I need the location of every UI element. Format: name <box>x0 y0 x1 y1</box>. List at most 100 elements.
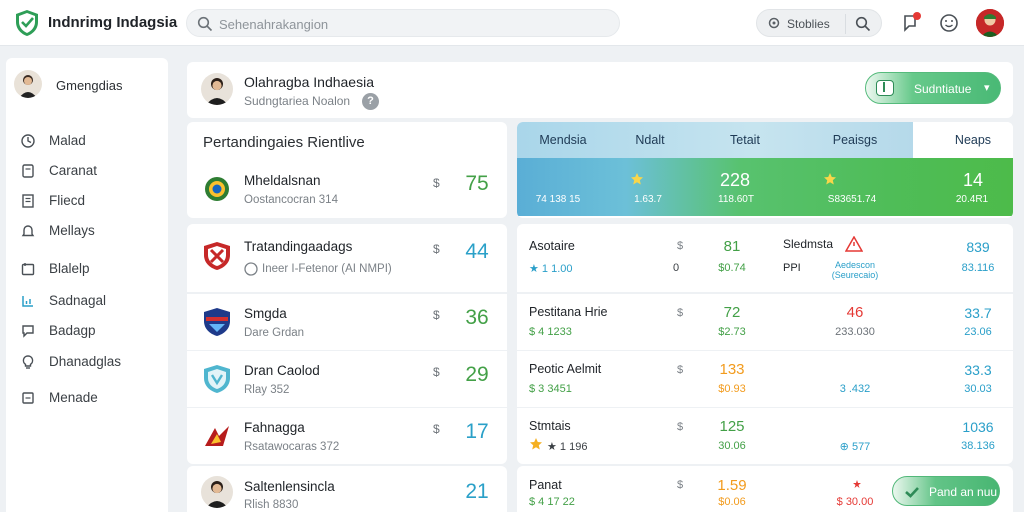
currency-icon: $ <box>677 364 684 376</box>
currency-icon: $ <box>677 307 684 319</box>
team-name: Dran Caolod <box>244 363 320 378</box>
chart-icon <box>22 296 33 307</box>
stat-name: Asotaire <box>529 239 575 253</box>
column-header[interactable]: Mendsia <box>539 133 587 147</box>
sidebar-item-mellays[interactable]: Mellays <box>20 220 166 242</box>
stat-value-3: 839 <box>966 239 990 255</box>
standings-row[interactable]: Tratandingaadags Ineer I-Fetenor (AI NMP… <box>187 224 507 292</box>
star-small-icon <box>853 480 861 488</box>
alert-icon <box>845 236 863 252</box>
standings-row[interactable]: Smgda Dare Grdan $ 36 <box>187 294 507 350</box>
sidebar-item-menade[interactable]: Menade <box>20 387 166 409</box>
sidebar-item-dhanadglas[interactable]: Dhanadglas <box>20 351 166 373</box>
stats-row[interactable]: Pestitana Hrie $ 4 1233 $ 72 $2.73 46 23… <box>517 294 1013 350</box>
team-meta: Dare Grdan <box>244 327 305 339</box>
help-icon[interactable]: ? <box>362 93 379 110</box>
sidebar-item-label: Menade <box>49 390 98 405</box>
column-header[interactable]: Peaisgs <box>832 133 878 147</box>
sidebar-item-sadnagal[interactable]: Sadnagal <box>20 290 166 312</box>
header-last-cell <box>913 122 1013 158</box>
sidebar-item-label: Badagp <box>49 323 96 338</box>
stat-sub-3: 83.116 <box>961 262 995 274</box>
brand-name: Indnrimg Indagsia <box>48 14 178 31</box>
sidebar-user-name: Gmengdias <box>56 78 123 93</box>
team-meta: Rsatawocaras 372 <box>244 441 340 453</box>
stat-sub-3: 38.136 <box>961 440 995 452</box>
standings-row[interactable]: Saltenlensincla Rlish 8830 21 <box>187 466 507 512</box>
magnifier-icon[interactable] <box>855 16 871 32</box>
confirm-button[interactable]: Pand an nuu <box>892 476 1000 506</box>
stat-name: Panat <box>529 478 562 492</box>
top-bar: Indnrimg Indagsia Stoblies <box>0 0 1024 46</box>
sidebar-user[interactable]: Gmengdias <box>14 70 164 102</box>
stats-row[interactable]: Asotaire ★ 1 1.00 $ 81 0 $0.74 Sledmsta … <box>517 224 1013 292</box>
sidebar-item-badagp[interactable]: Badagp <box>20 320 166 342</box>
currency-icon: $ <box>433 422 440 436</box>
sidebar-item-label: Fliecd <box>49 193 86 208</box>
team-meta: Ineer I-Fetenor (AI NMPI) <box>262 263 392 275</box>
stats-button-label: Stoblies <box>787 17 830 31</box>
stats-search-button[interactable]: Stoblies <box>756 9 882 37</box>
profile-avatar[interactable] <box>201 73 233 105</box>
currency-icon: $ <box>433 365 440 379</box>
star-icon <box>530 438 542 450</box>
user-avatar[interactable] <box>976 9 1004 37</box>
summary-sub: 74 138 15 <box>535 194 581 205</box>
column-header[interactable]: Tetait <box>730 133 760 147</box>
shield-logo-icon[interactable] <box>14 9 40 37</box>
status-select[interactable]: Sudntiatue ▾ <box>865 72 1001 104</box>
sidebar-item-label: Malad <box>49 133 86 148</box>
divider <box>845 14 846 34</box>
profile-header: Olahragba Indhaesia Sudngtariea Noalon ?… <box>187 62 1013 118</box>
sidebar-item-malad[interactable]: Malad <box>20 130 166 152</box>
stat-value-2: 46 <box>846 304 864 321</box>
column-header[interactable]: Ndalt <box>635 133 665 147</box>
stat-value-3: 33.7 <box>964 305 992 321</box>
lightbulb-icon <box>22 355 34 369</box>
standings-row[interactable]: Mheldalsnan Oostancocran 314 $ 75 <box>187 160 507 216</box>
select-value: Sudntiatue <box>914 82 972 96</box>
sidebar-item-label: Blalelp <box>49 261 90 276</box>
file-icon <box>22 194 34 208</box>
stats-row[interactable]: Stmtais ★ 1 196 $ 125 30.06 ⊕ 577 1036 3… <box>517 408 1013 464</box>
team-meta: Oostancocran 314 <box>244 194 338 206</box>
chat-icon <box>22 325 34 338</box>
face-icon[interactable] <box>938 12 960 34</box>
standings-row[interactable]: Dran Caolod Rlay 352 $ 29 <box>187 351 507 407</box>
stat-sub: $0.93 <box>718 383 746 395</box>
column-header[interactable]: Neaps <box>954 133 992 147</box>
sidebar: Gmengdias Malad Caranat Fliecd Mellays B… <box>6 58 168 512</box>
avatar-icon <box>976 9 1004 37</box>
team-name: Saltenlensincla <box>244 479 335 494</box>
stat-sub-2: 233.030 <box>835 326 875 338</box>
stat-tag: Sledmsta <box>783 237 834 251</box>
stats-row[interactable]: Panat $ 4 17 22 $ 1.59 $0.06 $ 30.00 <box>517 466 1013 512</box>
bell-icon <box>21 225 35 237</box>
stat-name: Stmtais <box>529 419 571 433</box>
team-name: Tratandingaadags <box>244 239 353 254</box>
panel-icon <box>876 80 894 96</box>
person-icon <box>206 481 228 508</box>
person-icon <box>206 78 228 105</box>
stat-tag-2: PPI <box>783 262 801 274</box>
standings-title: Pertandingaies Rientlive <box>203 134 365 151</box>
stat-value-3: 33.3 <box>964 362 992 378</box>
stat-value-3: 1036 <box>962 419 994 435</box>
stat-sub-2: ⊕ 577 <box>839 441 871 453</box>
currency-icon: $ <box>433 176 440 190</box>
search-input[interactable] <box>219 14 609 34</box>
sidebar-avatar <box>14 70 42 98</box>
stat-sub: $0.74 <box>718 262 746 274</box>
sidebar-item-fliecd[interactable]: Fliecd <box>20 190 166 212</box>
team-score: 17 <box>465 420 489 443</box>
standings-card: Pertandingaies Rientlive <box>187 122 507 218</box>
sidebar-item-blalelp[interactable]: Blalelp <box>20 258 166 280</box>
team-name: Fahnagga <box>244 420 305 435</box>
person-avatar <box>201 476 233 508</box>
help-circle-icon <box>244 262 258 276</box>
stats-row[interactable]: Peotic Aelmit $ 3 3451 $ 133 $0.93 3 .43… <box>517 351 1013 407</box>
shield-red-icon <box>204 242 230 270</box>
search-bar[interactable] <box>186 9 620 37</box>
standings-row[interactable]: Fahnagga Rsatawocaras 372 $ 17 <box>187 408 507 464</box>
sidebar-item-caranat[interactable]: Caranat <box>20 160 166 182</box>
